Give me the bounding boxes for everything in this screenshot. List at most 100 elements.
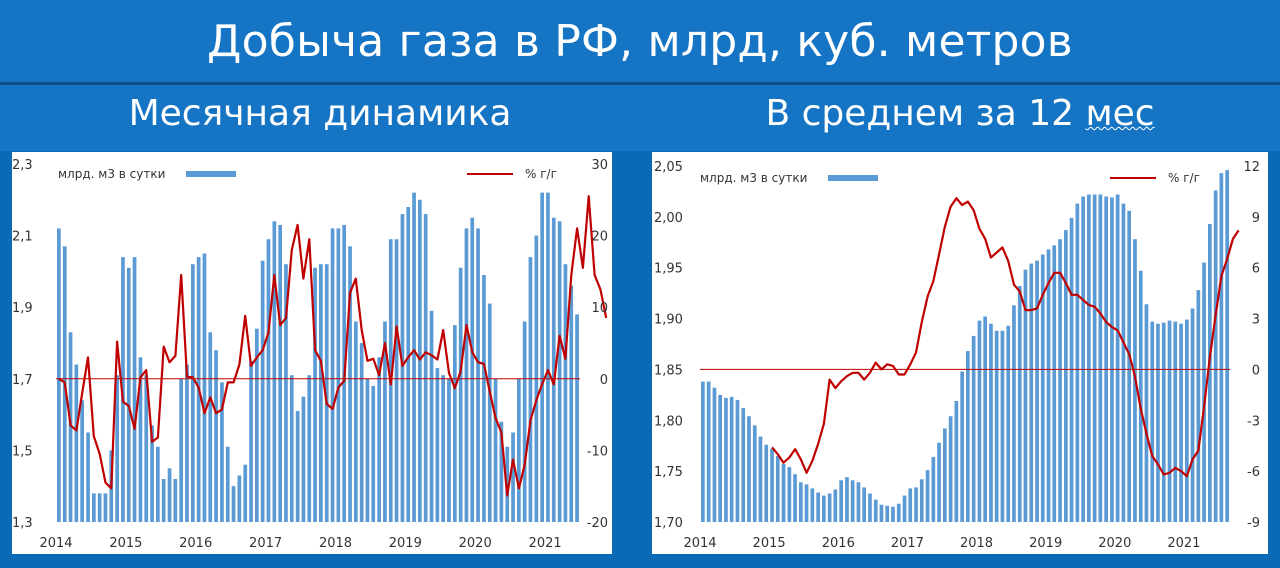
bar (191, 264, 195, 522)
bar (914, 487, 918, 522)
bar (804, 484, 809, 522)
bar (977, 320, 982, 522)
legend-bars-label: млрд. м3 в сутки (700, 171, 807, 185)
y-right-tick-label: 0 (1252, 363, 1260, 378)
x-tick-label: 2018 (960, 536, 993, 551)
x-tick-label: 2021 (529, 536, 562, 551)
bar (885, 505, 890, 522)
bar (144, 375, 149, 522)
title-bar: Добыча газа в РФ, млрд, куб. метров (0, 0, 1280, 85)
bar (1058, 239, 1062, 522)
bar (476, 228, 480, 522)
x-tick-label: 2018 (319, 536, 352, 551)
bar (1023, 269, 1028, 522)
bar (214, 350, 218, 522)
bar (383, 321, 387, 522)
bar (179, 378, 183, 522)
bar (810, 488, 815, 522)
bar (220, 382, 224, 522)
bar (400, 214, 405, 522)
bar (435, 368, 440, 522)
bar (57, 228, 61, 522)
bar (1167, 320, 1172, 522)
bar (1069, 217, 1074, 522)
bar (1161, 322, 1166, 522)
y-right-tick-label: -10 (587, 444, 608, 459)
x-tick-label: 2014 (683, 536, 716, 551)
bar (862, 487, 866, 522)
x-tick-label: 2015 (753, 536, 786, 551)
bar (225, 446, 230, 522)
legend-bars-swatch (186, 171, 236, 177)
bar (272, 221, 277, 523)
subtitle-12m-suffix: мес (1085, 93, 1155, 134)
bar (202, 253, 207, 522)
bar (493, 378, 498, 522)
x-tick-label: 2017 (891, 536, 924, 551)
bar (1219, 173, 1224, 522)
bar (231, 486, 236, 522)
bar (781, 464, 786, 522)
bar (1110, 197, 1114, 522)
bar (330, 228, 335, 522)
bar (185, 364, 189, 522)
bar (735, 399, 740, 522)
bar (752, 425, 757, 522)
x-tick-label: 2019 (1029, 536, 1062, 551)
bar (115, 375, 119, 522)
bar (718, 394, 722, 522)
bar (983, 316, 987, 522)
x-tick-label: 2020 (1098, 536, 1131, 551)
bar (453, 325, 457, 522)
bar (1150, 321, 1155, 522)
bar (1035, 260, 1039, 522)
bar (1098, 194, 1103, 522)
subtitle-bar: Месячная динамика В среднем за 12 мес (0, 85, 1280, 151)
bar (1173, 321, 1178, 522)
y-left-tick-label: 1,95 (654, 262, 683, 277)
bar (856, 482, 861, 522)
bar (827, 493, 832, 522)
bar (1213, 190, 1218, 522)
bar (1104, 196, 1108, 522)
bar (1190, 308, 1195, 522)
bar (255, 328, 259, 522)
bar (891, 506, 895, 522)
bar (931, 456, 936, 522)
bar (74, 364, 79, 522)
bar (563, 264, 568, 522)
bar (896, 503, 901, 522)
bar (839, 480, 843, 522)
bar (1017, 286, 1022, 522)
bar (1052, 245, 1057, 523)
x-tick-label: 2016 (822, 536, 855, 551)
page-title: Добыча газа в РФ, млрд, куб. метров (207, 15, 1073, 67)
bar (517, 378, 521, 522)
bar (966, 351, 970, 522)
x-tick-label: 2015 (109, 536, 142, 551)
bar (324, 264, 329, 522)
line-series (771, 197, 1240, 478)
bar (313, 267, 317, 522)
bar (919, 479, 924, 522)
bar (1040, 254, 1045, 522)
bar (873, 499, 878, 522)
bar (97, 493, 102, 522)
bar (1156, 323, 1160, 522)
bar (243, 464, 248, 522)
legend: млрд. м3 в сутки % г/г (58, 167, 557, 181)
bar (418, 199, 422, 523)
bar (868, 493, 872, 522)
bar (237, 475, 242, 522)
bar (249, 360, 253, 522)
legend: млрд. м3 в сутки % г/г (700, 171, 1200, 185)
bar (729, 396, 734, 522)
y-right-tick-label: -6 (1247, 465, 1260, 480)
bar (441, 375, 445, 522)
bar (569, 285, 574, 522)
bar (1225, 170, 1229, 522)
y-left-tick-label: 1,70 (654, 516, 683, 531)
bar (1075, 203, 1080, 522)
y-left-tick-label: 2,3 (12, 158, 33, 173)
